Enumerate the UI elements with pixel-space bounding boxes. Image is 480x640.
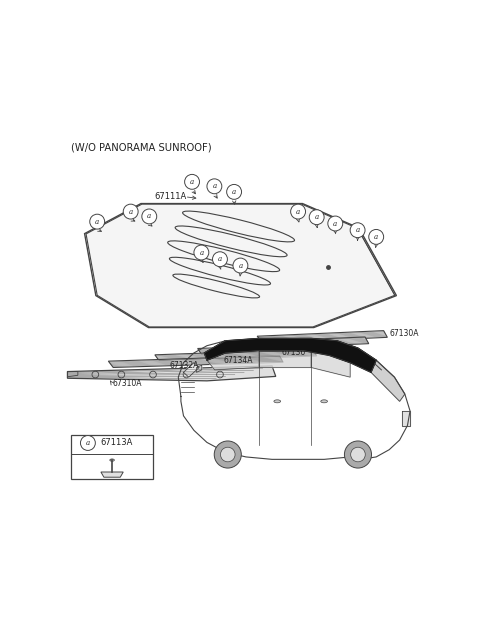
Circle shape (309, 210, 324, 225)
Circle shape (185, 174, 200, 189)
Ellipse shape (274, 400, 281, 403)
Circle shape (351, 447, 365, 462)
Circle shape (291, 204, 306, 219)
Text: a: a (147, 212, 151, 220)
Text: a: a (129, 207, 133, 216)
Text: 67139A: 67139A (276, 341, 305, 350)
Polygon shape (311, 351, 350, 377)
Circle shape (214, 441, 241, 468)
Text: (W/O PANORAMA SUNROOF): (W/O PANORAMA SUNROOF) (71, 143, 212, 153)
Text: 67113A: 67113A (100, 438, 132, 447)
Text: a: a (232, 188, 236, 196)
Polygon shape (67, 366, 276, 381)
Circle shape (142, 209, 157, 224)
Text: 67130A: 67130A (389, 329, 419, 338)
Text: a: a (374, 233, 378, 241)
Circle shape (213, 252, 228, 267)
Text: 67134A: 67134A (224, 356, 253, 365)
Text: a: a (239, 262, 242, 269)
Circle shape (207, 179, 222, 194)
Polygon shape (196, 365, 202, 372)
Polygon shape (259, 351, 311, 367)
Polygon shape (108, 356, 283, 367)
Text: a: a (356, 226, 360, 234)
Circle shape (345, 441, 372, 468)
Polygon shape (204, 341, 225, 360)
Polygon shape (198, 343, 347, 355)
Text: 67132A: 67132A (170, 362, 199, 371)
Text: a: a (190, 178, 194, 186)
Text: a: a (333, 220, 337, 227)
Text: a: a (296, 207, 300, 216)
Polygon shape (233, 337, 369, 349)
Circle shape (194, 245, 209, 260)
Ellipse shape (110, 459, 114, 461)
Polygon shape (101, 472, 123, 477)
Circle shape (90, 214, 105, 229)
Text: a: a (86, 439, 90, 447)
Text: a: a (218, 255, 222, 263)
Text: 67310A: 67310A (112, 379, 142, 388)
Text: a: a (314, 213, 319, 221)
Circle shape (233, 258, 248, 273)
Polygon shape (86, 204, 395, 327)
Circle shape (220, 447, 235, 462)
Text: a: a (212, 182, 216, 190)
Text: a: a (95, 218, 99, 226)
Polygon shape (371, 360, 405, 401)
Circle shape (369, 230, 384, 244)
Polygon shape (402, 411, 410, 426)
Circle shape (81, 436, 96, 451)
Circle shape (227, 184, 241, 199)
Polygon shape (155, 349, 317, 362)
Polygon shape (207, 351, 259, 370)
Text: 67111A: 67111A (155, 192, 187, 201)
Circle shape (350, 223, 365, 237)
Polygon shape (257, 331, 387, 343)
Circle shape (123, 204, 138, 219)
Ellipse shape (321, 400, 327, 403)
Polygon shape (204, 339, 376, 372)
Polygon shape (183, 363, 199, 377)
Circle shape (328, 216, 343, 231)
Text: a: a (199, 248, 204, 257)
Text: 67136: 67136 (281, 348, 306, 358)
